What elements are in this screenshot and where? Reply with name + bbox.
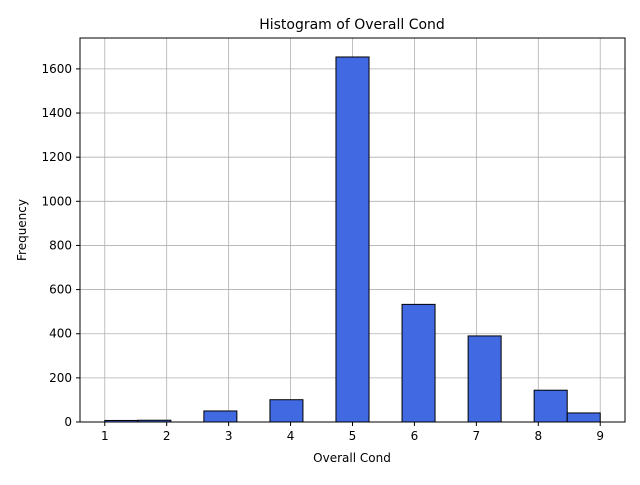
y-tick-label: 600: [49, 283, 72, 297]
x-tick-label: 3: [225, 429, 233, 443]
histogram-bar: [533, 389, 568, 423]
x-tick-label: 8: [534, 429, 542, 443]
y-tick-labels: 0 200 400 600 800 1000 1200 1400 1600: [41, 62, 72, 429]
y-tick-label: 200: [49, 371, 72, 385]
x-tick-label: 7: [473, 429, 481, 443]
x-tick-label: 2: [163, 429, 171, 443]
histogram-bar: [335, 56, 370, 423]
axes-layer: [76, 37, 626, 426]
x-tick-label: 5: [349, 429, 357, 443]
y-tick-label: 0: [64, 415, 72, 429]
histogram-bar: [566, 412, 601, 423]
y-tick-label: 1200: [41, 150, 72, 164]
histogram-bar: [401, 303, 436, 423]
histogram-bar: [269, 399, 304, 423]
y-tick-label: 400: [49, 327, 72, 341]
x-tick-label: 1: [101, 429, 109, 443]
y-tick-label: 1600: [41, 62, 72, 76]
x-axis-label: Overall Cond: [313, 451, 391, 465]
histogram-bar: [467, 335, 502, 423]
x-tick-label: 6: [411, 429, 419, 443]
histogram-bar: [203, 410, 238, 423]
chart-title: Histogram of Overall Cond: [259, 17, 445, 33]
y-tick-label: 800: [49, 238, 72, 252]
x-tick-label: 4: [287, 429, 295, 443]
y-tick-label: 1000: [41, 194, 72, 208]
x-tick-label: 9: [596, 429, 604, 443]
y-tick-label: 1400: [41, 106, 72, 120]
y-axis-label: Frequency: [15, 199, 29, 261]
bars-layer: [104, 56, 601, 423]
x-tick-labels: 1 2 3 4 5 6 7 8 9: [101, 429, 604, 443]
